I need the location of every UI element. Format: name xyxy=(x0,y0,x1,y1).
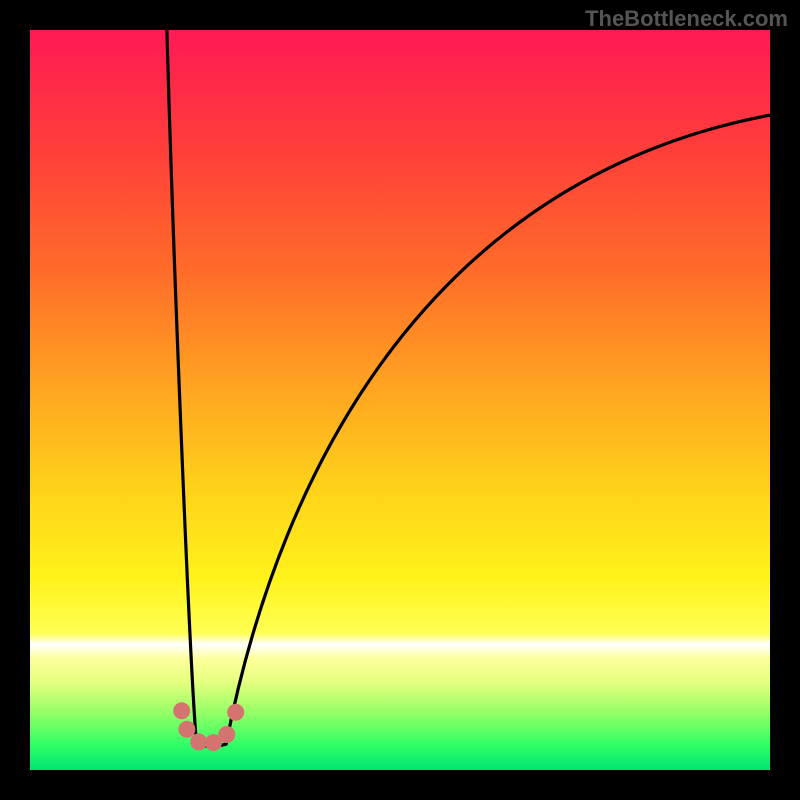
plot-area xyxy=(30,30,770,770)
bottleneck-curve xyxy=(167,30,770,746)
trough-dot xyxy=(178,721,195,738)
plot-svg-layer xyxy=(30,30,770,770)
trough-dot xyxy=(227,704,244,721)
figure-root: TheBottleneck.com xyxy=(0,0,800,800)
trough-dot xyxy=(218,726,235,743)
watermark-text: TheBottleneck.com xyxy=(585,6,788,32)
trough-dot xyxy=(190,733,207,750)
trough-dots-group xyxy=(173,702,244,751)
trough-dot xyxy=(173,702,190,719)
